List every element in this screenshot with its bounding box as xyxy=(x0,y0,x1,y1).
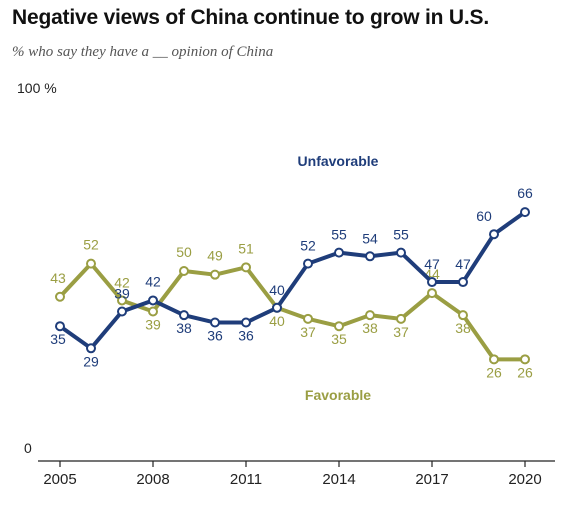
unfavorable-data-point xyxy=(241,317,251,328)
unfavorable-data-point xyxy=(458,277,468,288)
unfavorable-data-label: 42 xyxy=(145,273,161,289)
unfavorable-data-point xyxy=(148,295,158,306)
x-tick-label: 2017 xyxy=(415,471,448,488)
favorable-data-label: 38 xyxy=(362,320,378,336)
unfavorable-data-label: 47 xyxy=(455,256,471,272)
unfavorable-data-label: 35 xyxy=(50,331,66,347)
x-tick-label: 2020 xyxy=(508,471,541,488)
unfavorable-data-label: 66 xyxy=(517,185,533,201)
favorable-data-point xyxy=(241,262,251,273)
favorable-data-label: 26 xyxy=(517,364,533,380)
favorable-data-point xyxy=(520,354,530,365)
favorable-data-label: 42 xyxy=(114,274,130,290)
favorable-data-label: 39 xyxy=(145,316,161,332)
unfavorable-data-point xyxy=(365,251,375,262)
unfavorable-data-point xyxy=(86,343,96,354)
unfavorable-data-label: 52 xyxy=(300,238,316,254)
x-tick-label: 2008 xyxy=(136,471,169,488)
favorable-data-label: 49 xyxy=(207,248,223,264)
favorable-data-point xyxy=(365,310,375,321)
x-tick-label: 2014 xyxy=(322,471,355,488)
favorable-data-label: 43 xyxy=(50,270,66,286)
favorable-data-label: 26 xyxy=(486,364,502,380)
favorable-data-label: 40 xyxy=(269,313,285,329)
unfavorable-data-point xyxy=(427,277,437,288)
unfavorable-data-label: 54 xyxy=(362,230,378,246)
favorable-data-label: 38 xyxy=(455,320,471,336)
favorable-data-label: 51 xyxy=(238,240,254,256)
favorable-data-point xyxy=(148,306,158,317)
favorable-data-point xyxy=(179,266,189,276)
unfavorable-data-point xyxy=(210,317,220,328)
unfavorable-data-label: 36 xyxy=(207,328,223,344)
favorable-data-point xyxy=(458,310,468,321)
y-axis-bottom-label: 0 xyxy=(24,440,32,456)
unfavorable-data-label: 60 xyxy=(476,208,492,224)
favorable-data-point xyxy=(489,354,499,365)
unfavorable-data-point xyxy=(117,306,127,317)
unfavorable-series-line xyxy=(58,210,527,351)
favorable-data-label: 35 xyxy=(331,331,347,347)
unfavorable-data-point xyxy=(272,302,282,313)
unfavorable-data-label: 55 xyxy=(331,227,347,243)
favorable-data-point xyxy=(210,269,220,280)
favorable-data-point xyxy=(86,258,96,269)
favorable-data-label: 37 xyxy=(300,324,316,340)
unfavorable-data-label: 40 xyxy=(269,282,285,298)
unfavorable-data-label: 55 xyxy=(393,227,409,243)
unfavorable-data-point xyxy=(396,247,406,258)
favorable-data-label: 37 xyxy=(393,324,409,340)
unfavorable-data-point xyxy=(520,207,530,218)
unfavorable-data-label: 38 xyxy=(176,320,192,336)
x-tick-label: 2005 xyxy=(43,471,76,488)
unfavorable-data-point xyxy=(489,229,499,240)
favorable-data-point xyxy=(303,313,313,324)
favorable-data-label: 52 xyxy=(83,237,99,253)
unfavorable-data-point xyxy=(334,247,344,258)
favorable-data-point xyxy=(55,291,65,302)
favorable-data-point xyxy=(427,288,437,299)
unfavorable-data-point xyxy=(303,258,313,269)
y-axis-top-label: 100 % xyxy=(17,80,57,96)
x-tick-label: 2011 xyxy=(230,471,262,488)
favorable-data-point xyxy=(396,313,406,324)
chart-title: Negative views of China continue to grow… xyxy=(12,6,489,29)
unfavorable-data-label: 29 xyxy=(83,353,99,369)
unfavorable-data-label: 39 xyxy=(114,285,130,301)
unfavorable-data-point xyxy=(55,321,65,332)
favorable-data-point xyxy=(117,295,127,306)
chart-subtitle: % who say they have a __ opinion of Chin… xyxy=(12,44,274,60)
favorable-data-point xyxy=(334,321,344,332)
unfavorable-series-label: Unfavorable xyxy=(298,153,379,169)
favorable-series-label: Favorable xyxy=(305,387,371,403)
unfavorable-data-label: 36 xyxy=(238,328,254,344)
unfavorable-data-point xyxy=(179,310,189,321)
favorable-data-label: 50 xyxy=(176,244,192,260)
unfavorable-data-label: 47 xyxy=(424,256,440,272)
